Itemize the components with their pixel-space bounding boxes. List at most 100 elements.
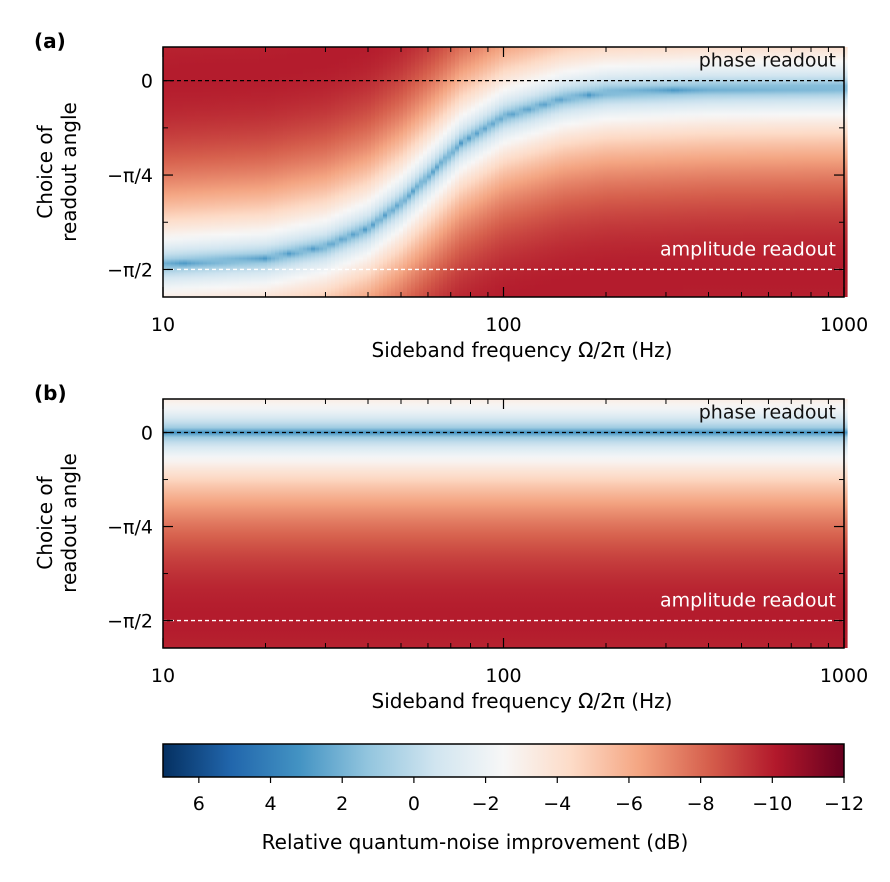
heatmap-column bbox=[311, 47, 316, 297]
y-tick-label: −π/4 bbox=[107, 165, 153, 187]
heatmap-column bbox=[519, 399, 524, 648]
heatmap-column bbox=[315, 399, 320, 648]
heatmap-column bbox=[803, 47, 808, 297]
heatmap-column bbox=[287, 47, 292, 297]
heatmap-column bbox=[627, 399, 632, 648]
heatmap-column bbox=[367, 399, 372, 648]
colorbar-tick-label: 6 bbox=[193, 793, 205, 815]
heatmap-column bbox=[731, 47, 736, 297]
heatmap-column bbox=[203, 47, 208, 297]
heatmap-column bbox=[611, 47, 616, 297]
panel-a-y-axis-label: Choice of readout angle bbox=[33, 102, 81, 242]
heatmap-column bbox=[763, 47, 768, 297]
heatmap-column bbox=[255, 399, 260, 648]
heatmap-column bbox=[651, 399, 656, 648]
heatmap-column bbox=[539, 399, 544, 648]
heatmap-column bbox=[679, 399, 684, 648]
heatmap-column bbox=[623, 399, 628, 648]
heatmap-column bbox=[635, 399, 640, 648]
heatmap-column bbox=[395, 47, 400, 297]
heatmap-column bbox=[715, 399, 720, 648]
heatmap-column bbox=[227, 399, 232, 648]
heatmap-column bbox=[395, 399, 400, 648]
heatmap-column bbox=[811, 47, 816, 297]
heatmap-column bbox=[191, 399, 196, 648]
heatmap-column bbox=[487, 399, 492, 648]
heatmap-column bbox=[299, 399, 304, 648]
panel-a-ylabel-line2: readout angle bbox=[57, 102, 81, 242]
heatmap-column bbox=[219, 399, 224, 648]
heatmap-column bbox=[575, 47, 580, 297]
heatmap-column bbox=[691, 47, 696, 297]
colorbar-tick-label: 4 bbox=[264, 793, 276, 815]
heatmap-column bbox=[711, 47, 716, 297]
colorbar-tick-label: −2 bbox=[472, 793, 500, 815]
heatmap-column bbox=[603, 399, 608, 648]
heatmap-column bbox=[315, 47, 320, 297]
heatmap-column bbox=[699, 399, 704, 648]
heatmap-column bbox=[743, 47, 748, 297]
heatmap-column bbox=[427, 47, 432, 297]
heatmap-column bbox=[283, 47, 288, 297]
heatmap-column bbox=[599, 399, 604, 648]
heatmap-column bbox=[463, 399, 468, 648]
heatmap-column bbox=[779, 47, 784, 297]
heatmap-column bbox=[391, 399, 396, 648]
heatmap-column bbox=[523, 47, 528, 297]
heatmap-column bbox=[435, 47, 440, 297]
heatmap-column bbox=[755, 47, 760, 297]
panel-b-label: (b) bbox=[34, 381, 67, 405]
heatmap-column bbox=[319, 399, 324, 648]
heatmap-column bbox=[427, 399, 432, 648]
panel-b-ylabel-line1: Choice of bbox=[33, 475, 57, 569]
heatmap-column bbox=[607, 399, 612, 648]
heatmap-column bbox=[599, 47, 604, 297]
heatmap-column bbox=[671, 47, 676, 297]
heatmap-column bbox=[495, 399, 500, 648]
heatmap-column bbox=[447, 399, 452, 648]
heatmap-column bbox=[203, 399, 208, 648]
heatmap-column bbox=[503, 47, 508, 297]
panel-a-ylabel-line1: Choice of bbox=[33, 124, 57, 218]
heatmap-column bbox=[327, 47, 332, 297]
heatmap-column bbox=[807, 399, 812, 648]
panel-b-ylabel-line2: readout angle bbox=[57, 453, 81, 593]
heatmap-column bbox=[559, 47, 564, 297]
heatmap-column bbox=[387, 399, 392, 648]
heatmap-column bbox=[731, 399, 736, 648]
heatmap-column bbox=[571, 399, 576, 648]
heatmap-column bbox=[495, 47, 500, 297]
heatmap-column bbox=[651, 47, 656, 297]
heatmap-column bbox=[179, 399, 184, 648]
heatmap-column bbox=[383, 47, 388, 297]
heatmap-column bbox=[407, 399, 412, 648]
heatmap-column bbox=[199, 47, 204, 297]
heatmap-column bbox=[407, 47, 412, 297]
heatmap-column bbox=[707, 399, 712, 648]
heatmap-column bbox=[347, 47, 352, 297]
heatmap-column bbox=[255, 47, 260, 297]
heatmap-column bbox=[771, 47, 776, 297]
panel-a-xlabel: Sideband frequency Ω/2π (Hz) bbox=[372, 338, 673, 362]
heatmap-column bbox=[187, 47, 192, 297]
heatmap-column bbox=[207, 47, 212, 297]
heatmap-column bbox=[543, 399, 548, 648]
heatmap-column bbox=[443, 399, 448, 648]
heatmap-column bbox=[175, 47, 180, 297]
colorbar-tick-label: −10 bbox=[752, 793, 792, 815]
heatmap-column bbox=[591, 399, 596, 648]
y-tick-label: −π/2 bbox=[107, 611, 153, 633]
heatmap-column bbox=[215, 47, 220, 297]
panel-a-ticks: 10 100 1000 0 −π/4 −π/2 bbox=[107, 47, 868, 336]
y-tick-label: 0 bbox=[141, 423, 153, 445]
heatmap-column bbox=[359, 47, 364, 297]
heatmap-column bbox=[587, 399, 592, 648]
heatmap-column bbox=[443, 47, 448, 297]
heatmap-column bbox=[775, 47, 780, 297]
x-tick-label: 10 bbox=[151, 314, 175, 336]
panel-b-phase-readout-label: phase readout bbox=[699, 402, 836, 424]
heatmap-column bbox=[483, 399, 488, 648]
heatmap-column bbox=[551, 399, 556, 648]
heatmap-column bbox=[379, 47, 384, 297]
heatmap-column bbox=[547, 47, 552, 297]
